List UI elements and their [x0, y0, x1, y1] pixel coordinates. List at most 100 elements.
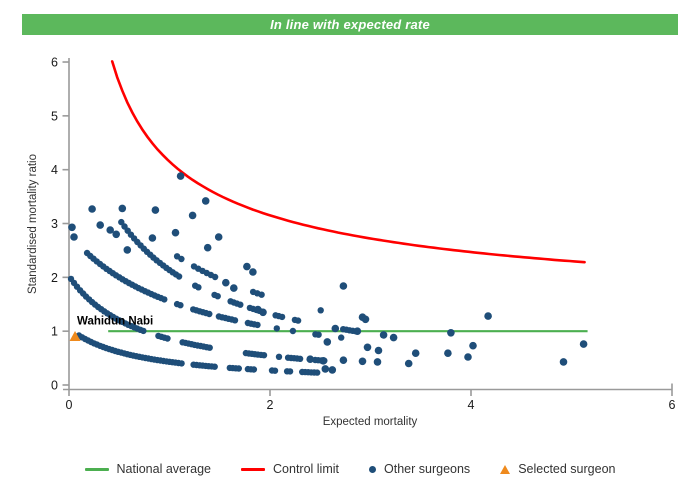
y-axis-tick-label: 4 [51, 163, 58, 177]
other-surgeon-dot [469, 341, 477, 350]
y-axis-tick-label: 2 [51, 271, 58, 285]
y-axis-tick-label: 6 [51, 56, 58, 70]
other-surgeon-dot [278, 313, 286, 321]
other-surgeon-dot [361, 315, 370, 324]
selected-surgeon-triangle-swatch [500, 464, 511, 474]
other-surgeon-dot [235, 365, 242, 372]
other-surgeon-dot [289, 327, 297, 335]
y-axis-tick-label: 1 [51, 325, 58, 339]
other-surgeon-dot [237, 301, 244, 308]
y-axis-tick-label: 0 [51, 379, 58, 393]
legend-label-control-limit: Control limit [273, 462, 340, 476]
other-surgeon-dot [164, 335, 171, 342]
x-axis-tick-label: 4 [468, 398, 475, 412]
other-surgeon-dot [118, 218, 125, 226]
other-surgeon-dot [178, 360, 185, 367]
other-surgeon-dot [250, 366, 258, 373]
other-surgeon-dot [68, 223, 76, 232]
other-surgeon-dot [339, 356, 348, 365]
other-surgeon-dot [464, 353, 472, 361]
other-surgeon-dot [373, 358, 382, 366]
other-surgeon-dot [177, 302, 184, 309]
x-axis-title: Expected mortality [323, 416, 418, 428]
other-surgeon-dot [195, 284, 202, 291]
other-surgeon-dot [148, 234, 157, 242]
other-surgeon-dot [259, 308, 267, 317]
y-axis-title: Standardised mortality ratio [27, 154, 39, 294]
other-surgeons-dot-swatch [369, 465, 377, 473]
other-surgeon-dot [254, 321, 261, 329]
other-surgeon-dot [306, 355, 315, 364]
other-surgeon-dot [118, 204, 127, 213]
other-surgeon-dot [123, 246, 132, 254]
other-surgeon-dot [258, 291, 265, 298]
other-surgeon-dot [178, 255, 185, 263]
legend-item-other-surgeons: Other surgeons [369, 462, 470, 476]
status-banner: In line with expected rate [22, 14, 678, 35]
other-surgeon-dot [260, 352, 268, 359]
other-surgeon-dot [559, 358, 568, 366]
other-surgeon-dot [273, 325, 280, 332]
control-limit-curve [110, 60, 586, 264]
y-axis-tick-label: 5 [51, 109, 58, 123]
other-surgeon-dot [294, 317, 302, 324]
x-axis-tick-label: 0 [66, 398, 73, 412]
other-surgeon-dot [171, 228, 180, 237]
x-axis-tick-label: 2 [267, 398, 274, 412]
control-limit-line-swatch [241, 467, 266, 471]
other-surgeon-dot [201, 197, 210, 205]
other-surgeon-dot [112, 230, 120, 239]
other-surgeon-dot [271, 367, 279, 374]
other-surgeon-dot [314, 369, 321, 376]
funnel-plot: 0 1 2 3 4 5 6 0 2 4 6 Expected mortality Standardise… [27, 56, 676, 428]
other-surgeon-dot [211, 273, 219, 281]
other-surgeon-dot [363, 343, 372, 352]
legend-label-other-surgeons: Other surgeons [384, 462, 471, 476]
other-surgeon-dot [243, 262, 251, 271]
other-surgeon-dot [275, 353, 283, 360]
other-surgeon-dot [317, 307, 324, 314]
x-axis-tick-label: 6 [669, 398, 676, 412]
y-axis-tick-label: 3 [51, 217, 58, 231]
other-surgeon-dot [331, 324, 340, 333]
national-average-line-swatch [84, 467, 109, 471]
other-surgeon-dot [88, 205, 96, 213]
other-surgeon-dot [444, 349, 452, 358]
other-surgeon-dot [338, 334, 345, 341]
other-surgeon-dot [315, 331, 322, 338]
selected-surgeon-label: Wahidun Nabi [77, 316, 153, 328]
other-surgeon-dot [96, 221, 104, 229]
other-surgeon-dot [231, 317, 239, 324]
other-surgeon-dot [206, 310, 213, 318]
other-surgeon-dot [328, 366, 337, 374]
other-surgeon-dot [374, 346, 383, 355]
other-surgeon-dot [188, 211, 197, 220]
other-surgeon-dot [323, 338, 332, 346]
other-surgeon-dot [286, 368, 294, 375]
other-surgeon-dot [389, 333, 398, 342]
other-surgeon-dot [206, 344, 213, 351]
other-surgeon-dot [214, 233, 223, 241]
other-surgeon-dot [70, 233, 78, 241]
other-surgeon-dot [484, 312, 492, 320]
other-surgeon-dot [321, 365, 330, 373]
other-surgeon-dot [106, 226, 114, 234]
other-surgeon-dot [319, 357, 328, 365]
other-surgeon-dot [358, 357, 367, 366]
other-surgeon-dot [230, 284, 238, 292]
status-banner-text: In line with expected rate [270, 17, 430, 32]
other-surgeon-dot [151, 206, 160, 214]
legend-label-selected-surgeon: Selected surgeon [518, 462, 616, 476]
other-surgeon-dot [161, 296, 168, 303]
other-surgeon-dot [211, 363, 218, 370]
legend-label-national-average: National average [116, 462, 212, 476]
selected-surgeon-marker [69, 331, 81, 342]
legend-item-national-average: National average [84, 462, 212, 476]
other-surgeon-dot [411, 349, 420, 358]
other-surgeon-dot [339, 282, 348, 290]
other-surgeon-dot [222, 278, 230, 287]
chart-legend: National average Control limit Other sur… [0, 456, 700, 482]
other-surgeon-dot [176, 172, 185, 180]
other-surgeon-dot [579, 340, 588, 348]
other-surgeon-dot [296, 355, 304, 362]
